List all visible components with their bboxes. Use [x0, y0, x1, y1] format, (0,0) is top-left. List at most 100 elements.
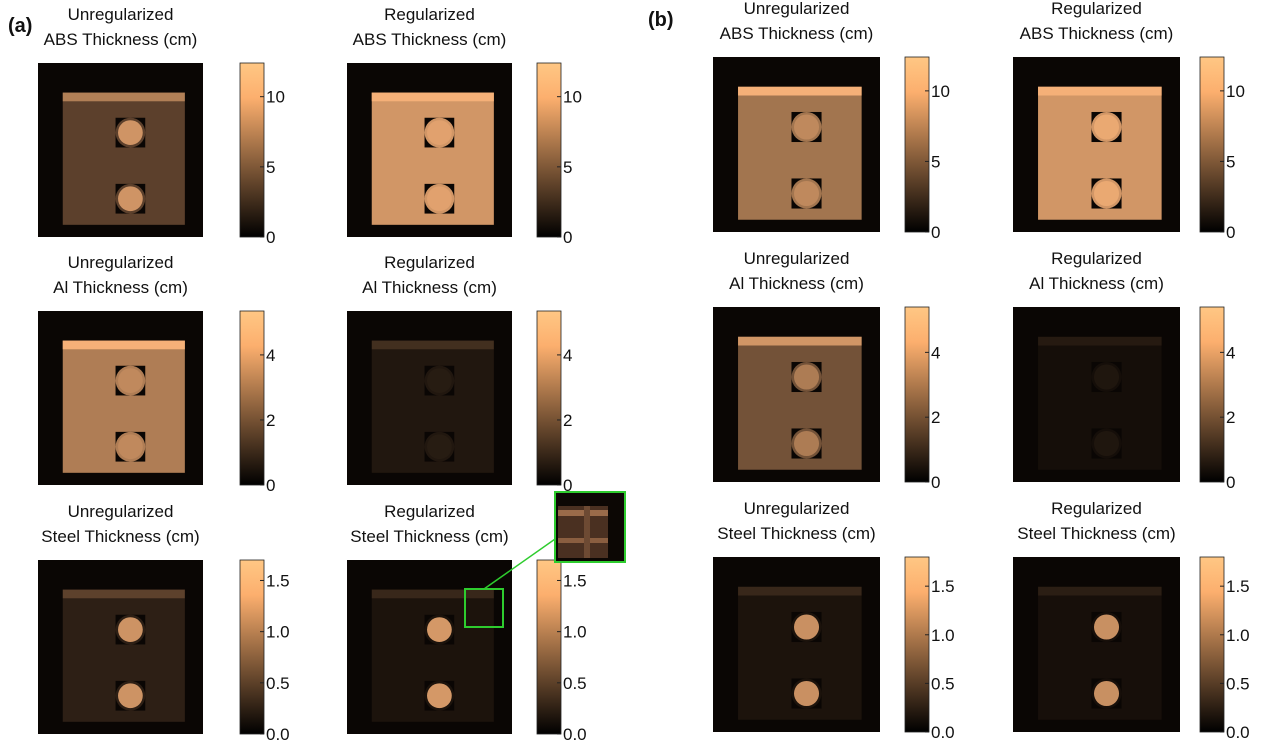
plot-title: Regularized	[384, 253, 475, 272]
colorbar-tick-label: 10	[931, 82, 950, 101]
plot-title: Al Thickness (cm)	[362, 278, 497, 297]
colorbar-tick-label: 10	[266, 88, 285, 107]
colorbar-tick-label: 1.5	[266, 571, 290, 590]
plot-title: Regularized	[1051, 249, 1142, 268]
image-feature	[118, 683, 143, 708]
image-object-edge	[63, 93, 185, 102]
image-feature	[118, 617, 143, 642]
image-feature	[1094, 114, 1119, 139]
plot-title: Regularized	[1051, 0, 1142, 18]
colorbar-tick-label: 10	[1226, 82, 1245, 101]
image-feature	[1094, 364, 1119, 389]
image-object-edge	[1038, 337, 1162, 346]
image-object-edge	[738, 337, 862, 346]
colorbar-tick-label: 0.5	[266, 674, 290, 693]
colorbar-tick-label: 0	[266, 228, 275, 247]
panel-label: (b)	[648, 9, 674, 31]
plot-title: Steel Thickness (cm)	[717, 524, 875, 543]
colorbar-tick-label: 4	[563, 346, 572, 365]
image-object-edge	[1038, 87, 1162, 96]
colorbar-tick-label: 0.5	[1226, 674, 1250, 693]
colorbar	[1200, 557, 1224, 732]
colorbar-tick-label: 1.5	[931, 577, 955, 596]
image-object-edge	[63, 341, 185, 350]
colorbar	[905, 557, 929, 732]
colorbar	[905, 57, 929, 232]
colorbar-tick-label: 2	[266, 411, 275, 430]
plot-title: Unregularized	[744, 249, 850, 268]
colorbar-tick-label: 0	[563, 228, 572, 247]
colorbar-tick-label: 0.5	[931, 674, 955, 693]
plot-title: Steel Thickness (cm)	[350, 527, 508, 546]
plot-title: ABS Thickness (cm)	[44, 30, 198, 49]
colorbar-tick-label: 2	[1226, 408, 1235, 427]
colorbar-tick-label: 0	[931, 223, 940, 242]
plot-title: Unregularized	[68, 253, 174, 272]
colorbar-tick-label: 2	[563, 411, 572, 430]
image-feature	[427, 617, 452, 642]
plot-title: Unregularized	[744, 499, 850, 518]
image-object-edge	[372, 341, 494, 350]
colorbar	[1200, 57, 1224, 232]
colorbar	[240, 560, 264, 734]
colorbar-tick-label: 5	[563, 158, 572, 177]
colorbar-tick-label: 1.0	[563, 623, 587, 642]
colorbar-tick-label: 5	[266, 158, 275, 177]
plot-title: Regularized	[1051, 499, 1142, 518]
colorbar-tick-label: 0.0	[563, 725, 587, 742]
image-feature	[427, 120, 452, 145]
image-feature	[794, 181, 819, 206]
image-object-edge	[372, 93, 494, 102]
colorbar-tick-label: 4	[931, 343, 940, 362]
plot-title: ABS Thickness (cm)	[1020, 24, 1174, 43]
plot-title: ABS Thickness (cm)	[720, 24, 874, 43]
colorbar-tick-label: 0.5	[563, 674, 587, 693]
colorbar-tick-label: 5	[931, 152, 940, 171]
image-feature	[118, 120, 143, 145]
colorbar-tick-label: 1.0	[266, 623, 290, 642]
colorbar-tick-label: 0.0	[931, 723, 955, 742]
colorbar-tick-label: 4	[1226, 343, 1235, 362]
image-object-edge	[738, 87, 862, 96]
colorbar-tick-label: 4	[266, 346, 275, 365]
image-feature	[118, 368, 143, 393]
colorbar	[240, 63, 264, 237]
colorbar-tick-label: 1.5	[1226, 577, 1250, 596]
plot-title: Regularized	[384, 5, 475, 24]
figure: (a) (b) Unregularized ABS Thickness (cm) 0…	[0, 0, 1263, 742]
plot-title: Unregularized	[68, 502, 174, 521]
colorbar	[905, 307, 929, 482]
plot-title: Regularized	[384, 502, 475, 521]
image-feature	[794, 364, 819, 389]
image-feature	[427, 434, 452, 459]
image-object-edge	[63, 590, 185, 599]
image-feature	[118, 186, 143, 211]
colorbar-tick-label: 0	[931, 473, 940, 492]
image-feature	[1094, 614, 1119, 639]
image-object-edge	[1038, 587, 1162, 596]
image-feature	[427, 683, 452, 708]
image-feature	[794, 431, 819, 456]
colorbar-tick-label: 0	[266, 476, 275, 495]
plot-title: Steel Thickness (cm)	[41, 527, 199, 546]
colorbar	[537, 560, 561, 734]
image-feature	[427, 186, 452, 211]
image-object-edge	[372, 590, 494, 599]
plot-title: Al Thickness (cm)	[53, 278, 188, 297]
panel-label: (a)	[8, 15, 32, 37]
plot-title: Unregularized	[744, 0, 850, 18]
colorbar	[240, 311, 264, 485]
image-object-edge	[738, 587, 862, 596]
image-feature	[794, 681, 819, 706]
colorbar-tick-label: 1.0	[931, 626, 955, 645]
colorbar	[537, 63, 561, 237]
image-feature	[794, 614, 819, 639]
image-feature	[1094, 431, 1119, 456]
colorbar-tick-label: 0	[1226, 223, 1235, 242]
colorbar	[537, 311, 561, 485]
colorbar-tick-label: 1.0	[1226, 626, 1250, 645]
plot-title: Steel Thickness (cm)	[1017, 524, 1175, 543]
image-feature	[118, 434, 143, 459]
colorbar-tick-label: 0	[1226, 473, 1235, 492]
colorbar-tick-label: 1.5	[563, 571, 587, 590]
